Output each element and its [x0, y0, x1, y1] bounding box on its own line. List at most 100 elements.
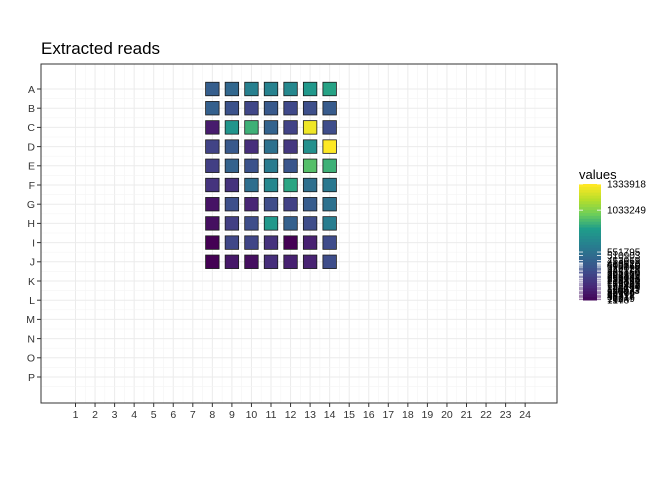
- x-tick-label: 19: [422, 409, 434, 421]
- x-tick-label: 4: [131, 409, 137, 421]
- legend: values 133391810332495517955109034530694…: [579, 167, 646, 307]
- legend-colorbar-segment: [579, 218, 601, 223]
- x-tick-label: 12: [285, 409, 297, 421]
- heatmap-tile-F11: [263, 177, 279, 193]
- x-tick-label: 1: [73, 409, 79, 421]
- y-tick-label: N: [27, 333, 35, 345]
- heatmap-tile-E14: [322, 158, 337, 173]
- legend-tick-label: 80160: [607, 289, 635, 300]
- heatmap-tile-F13: [302, 177, 318, 193]
- legend-tick-label: 250102: [607, 274, 641, 285]
- y-tick-label: L: [29, 295, 35, 307]
- heatmap-tile-I12: [283, 235, 298, 250]
- x-tick-label: 15: [343, 409, 355, 421]
- legend-colorbar-segment: [579, 207, 601, 211]
- heatmap-tile-E8: [205, 158, 220, 173]
- y-tick-label: K: [28, 276, 35, 288]
- y-tick-label: D: [27, 141, 35, 153]
- panel-border: [40, 63, 558, 404]
- x-tick-label: 23: [500, 409, 512, 421]
- heatmap-tile-J12: [283, 254, 298, 269]
- heatmap-tile-H8: [205, 216, 220, 231]
- y-tick-label: C: [27, 122, 35, 134]
- heatmap-tile-B12: [283, 101, 298, 116]
- legend-tick-label: 403510: [607, 260, 641, 271]
- heatmap-tile-J13: [302, 254, 318, 269]
- heatmap-tile-J9: [224, 254, 240, 269]
- heatmap-tile-B9: [224, 101, 240, 116]
- legend-colorbar-segment: [579, 227, 601, 231]
- legend-colorbar-segment: [579, 282, 601, 286]
- legend-tick-label: 33217: [607, 293, 635, 304]
- legend-colorbar-segment: [579, 244, 601, 249]
- legend-colorbar-segment: [579, 253, 601, 257]
- legend-tick-label: 171443: [607, 281, 641, 292]
- legend-tick-label: 390166: [607, 262, 641, 273]
- y-tick-label: A: [28, 84, 35, 96]
- heatmap-tile-J11: [263, 254, 279, 269]
- heatmap-tile-E11: [263, 158, 279, 173]
- legend-colorbar-segment: [579, 230, 601, 234]
- legend-tick-label: 344118: [607, 266, 640, 277]
- x-tick-label: 13: [304, 409, 316, 421]
- heatmap-tile-H13: [302, 216, 318, 231]
- heatmap-tile-F14: [322, 177, 337, 193]
- x-tick-label: 24: [519, 409, 531, 421]
- heatmap-tile-G11: [263, 197, 279, 212]
- heatmap-tile-D10: [244, 139, 259, 154]
- legend-colorbar-segment: [579, 184, 601, 188]
- legend-tick-label: 510903: [607, 251, 641, 262]
- heatmap-tile-J10: [244, 254, 259, 269]
- legend-tick-label: 292300: [607, 270, 641, 281]
- legend-colorbar-segment: [579, 247, 601, 252]
- x-tick-label: 14: [324, 409, 336, 421]
- legend-tick-label: 453069: [607, 256, 641, 267]
- heatmap-tile-G14: [322, 197, 337, 212]
- legend-tick-label: 95004: [607, 287, 635, 298]
- legend-colorbar-segment: [579, 279, 601, 284]
- legend-tick-label: 156107: [607, 282, 641, 293]
- x-tick-label: 18: [402, 409, 414, 421]
- heatmap-tile-I10: [244, 235, 259, 250]
- legend-colorbar-segment: [579, 294, 601, 298]
- x-tick-label: 11: [266, 409, 277, 421]
- legend-colorbar-segment: [579, 233, 601, 237]
- legend-colorbar-segment: [579, 291, 601, 295]
- heatmap-tile-D9: [224, 139, 240, 154]
- legend-tick-label: 301212: [607, 269, 641, 280]
- legend-colorbar-segment: [579, 195, 601, 199]
- heatmap-tile-I8: [205, 235, 220, 250]
- legend-colorbar-segment: [579, 256, 601, 260]
- y-tick-label: J: [30, 257, 35, 269]
- heatmap-tile-D13: [302, 139, 318, 154]
- legend-colorbar-segment: [579, 297, 601, 301]
- legend-colorbar-segment: [579, 276, 601, 281]
- heatmap-tile-C10: [244, 120, 259, 135]
- heatmap-tile-H11: [263, 216, 279, 231]
- legend-tick-label: 325160: [607, 267, 641, 278]
- heatmap-tile-G10: [244, 197, 259, 212]
- y-tick-label: G: [27, 199, 35, 211]
- heatmap-tile-H14: [322, 216, 337, 231]
- y-tick-label: M: [26, 314, 35, 326]
- legend-colorbar-segment: [579, 271, 601, 275]
- legend-colorbar-segment: [579, 265, 601, 269]
- x-tick-label: 22: [480, 409, 492, 421]
- legend-tick-label: 199015: [607, 278, 641, 289]
- heatmap-tile-C9: [224, 120, 240, 135]
- legend-tick-label: 280811: [607, 271, 640, 282]
- heatmap-tile-H10: [244, 216, 259, 231]
- heatmap-tile-G8: [205, 197, 220, 212]
- y-tick-label: F: [29, 180, 35, 192]
- x-tick-label: 7: [190, 409, 196, 421]
- heatmap-tile-I9: [224, 235, 240, 250]
- x-tick-label: 10: [246, 409, 258, 421]
- legend-colorbar-segment: [579, 259, 601, 263]
- legend-colorbar-segment: [579, 224, 601, 228]
- x-tick-label: 21: [461, 409, 473, 421]
- legend-colorbar-segment: [579, 215, 601, 220]
- heatmap-tile-H9: [224, 216, 240, 231]
- legend-tick-label: 185208: [607, 279, 641, 290]
- legend-colorbar-segment: [579, 210, 601, 214]
